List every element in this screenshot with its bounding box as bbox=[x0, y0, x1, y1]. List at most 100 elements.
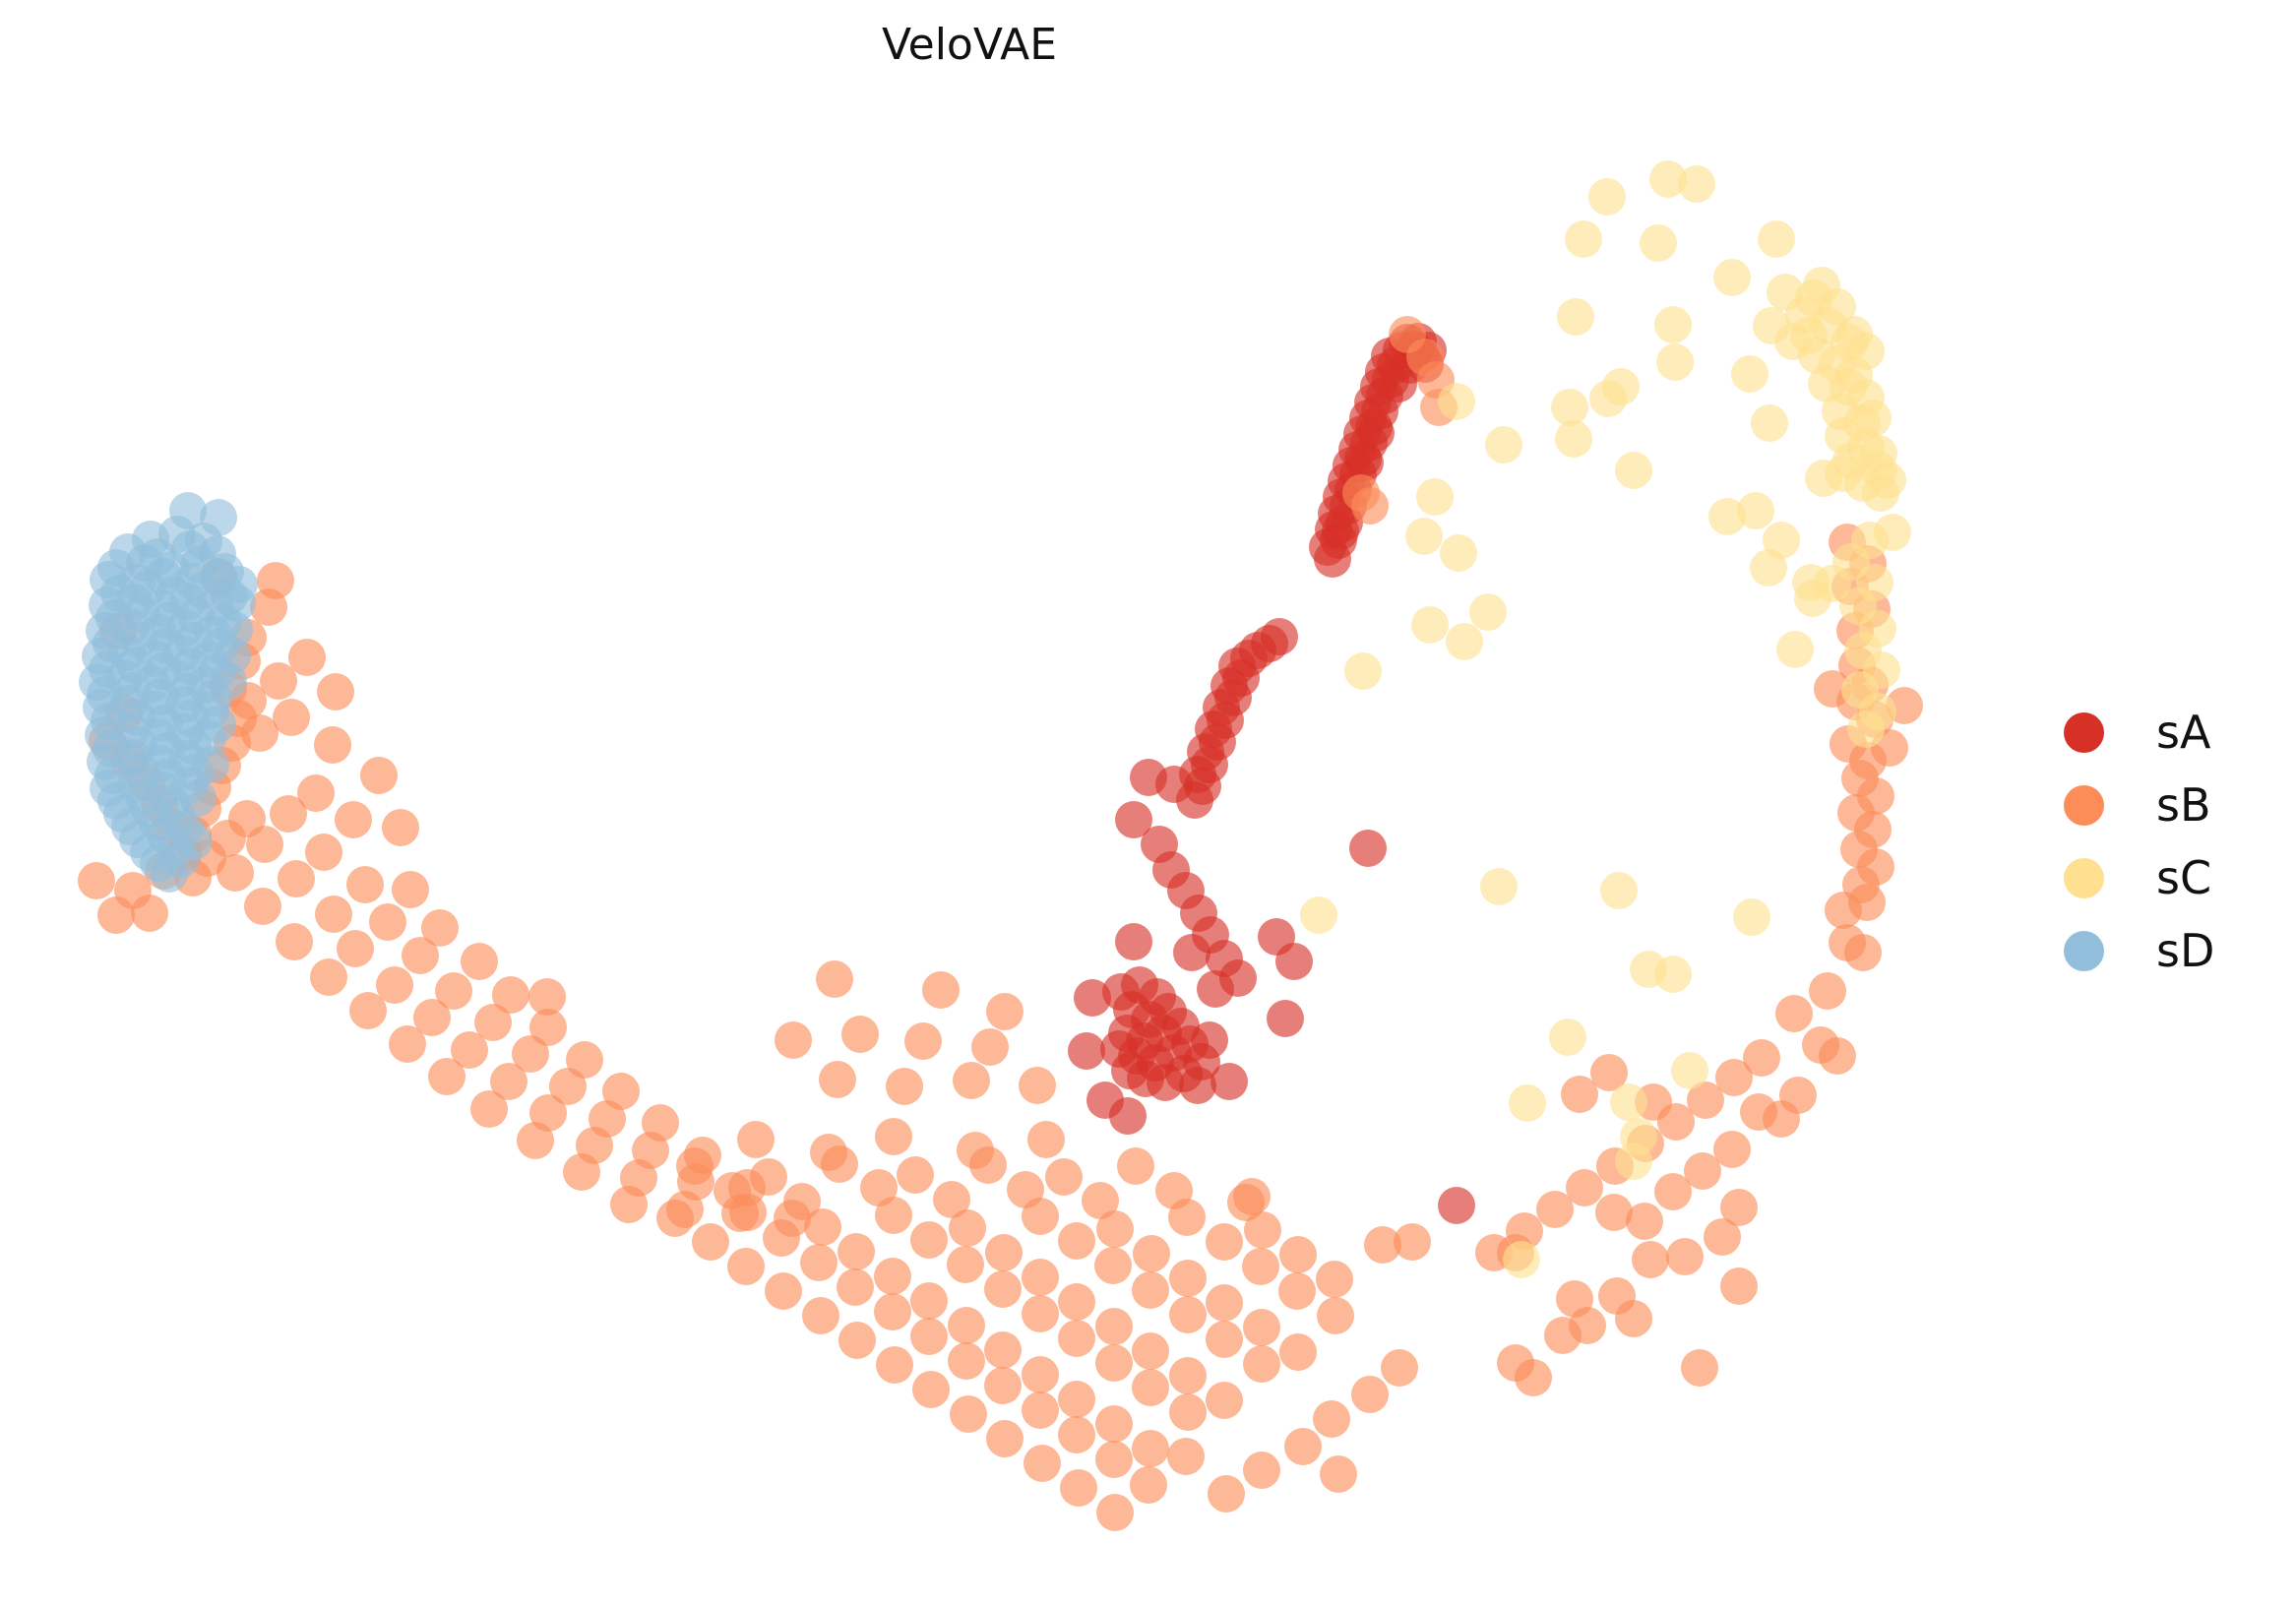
scatter-point bbox=[1132, 1369, 1169, 1406]
scatter-point bbox=[1045, 1158, 1083, 1196]
scatter-point bbox=[802, 1297, 839, 1334]
scatter-point bbox=[1589, 380, 1627, 417]
legend-label-sB: sB bbox=[2156, 778, 2211, 832]
scatter-point bbox=[1438, 383, 1475, 420]
scatter-point bbox=[1720, 1267, 1758, 1305]
scatter-point bbox=[1438, 1187, 1475, 1224]
scatter-point bbox=[1590, 1054, 1628, 1091]
scatter-point bbox=[1133, 1235, 1170, 1272]
scatter-point bbox=[1100, 1030, 1138, 1068]
scatter-point bbox=[1588, 178, 1626, 216]
scatter-point bbox=[1130, 759, 1167, 796]
scatter-point bbox=[1169, 1296, 1207, 1333]
scatter-point bbox=[676, 1147, 714, 1185]
scatter-point bbox=[278, 860, 315, 897]
scatter-point bbox=[1595, 1194, 1633, 1231]
scatter-point bbox=[984, 1331, 1022, 1369]
scatter-point bbox=[314, 726, 351, 764]
scatter-point bbox=[1357, 414, 1395, 452]
scatter-point bbox=[151, 855, 188, 893]
scatter-point bbox=[315, 896, 352, 933]
scatter-point bbox=[1320, 1455, 1357, 1493]
scatter-point bbox=[392, 871, 429, 908]
scatter-point bbox=[1109, 1097, 1147, 1135]
scatter-point bbox=[1509, 1084, 1546, 1122]
scatter-point bbox=[971, 1028, 1009, 1066]
scatter-point bbox=[947, 1246, 984, 1283]
scatter-point bbox=[1497, 1344, 1534, 1382]
scatter-point bbox=[1615, 1143, 1652, 1180]
legend-label-sD: sD bbox=[2156, 924, 2215, 977]
scatter-point bbox=[933, 1181, 970, 1218]
scatter-point bbox=[317, 673, 354, 711]
scatter-point bbox=[451, 1031, 488, 1069]
scatter-point bbox=[1750, 549, 1787, 587]
scatter-point bbox=[1169, 1260, 1207, 1297]
scatter-point bbox=[1708, 498, 1746, 535]
scatter-point bbox=[1551, 389, 1588, 426]
scatter-point bbox=[1381, 1349, 1418, 1387]
scatter-point bbox=[1549, 1019, 1586, 1056]
scatter-point bbox=[984, 1367, 1022, 1404]
scatter-point bbox=[1169, 1393, 1207, 1431]
plot-title: VeloVAE bbox=[881, 20, 1058, 70]
scatter-point bbox=[1278, 1272, 1316, 1310]
scatter-point bbox=[1210, 1063, 1248, 1100]
scatter-point bbox=[1389, 316, 1426, 353]
scatter-point bbox=[984, 1270, 1022, 1308]
scatter-point bbox=[1544, 1317, 1582, 1354]
scatter-point bbox=[1610, 1083, 1647, 1121]
scatter-point bbox=[876, 1346, 913, 1384]
scatter-point bbox=[244, 888, 281, 925]
scatter-point bbox=[692, 1223, 729, 1261]
scatter-point bbox=[1208, 1475, 1245, 1513]
scatter-point bbox=[1115, 801, 1152, 838]
scatter-point bbox=[874, 1293, 911, 1330]
scatter-point bbox=[1096, 1210, 1134, 1248]
scatter-point bbox=[1058, 1416, 1095, 1453]
scatter-point bbox=[1775, 995, 1813, 1032]
scatter-point bbox=[910, 1221, 948, 1259]
scatter-point bbox=[1206, 1284, 1243, 1322]
scatter-point bbox=[602, 1073, 640, 1110]
scatter-point bbox=[953, 1062, 990, 1099]
series-sA bbox=[1068, 323, 1475, 1224]
scatter-point bbox=[428, 1058, 465, 1095]
scatter-point bbox=[1844, 934, 1882, 971]
scatter-point bbox=[727, 1248, 765, 1285]
legend-item-sC: sC bbox=[2064, 841, 2214, 914]
scatter-point bbox=[337, 930, 374, 967]
scatter-point bbox=[1169, 1357, 1207, 1394]
scatter-point bbox=[1022, 1295, 1059, 1332]
scatter-point bbox=[1244, 1211, 1281, 1249]
scatter-point bbox=[435, 972, 472, 1010]
scatter-point bbox=[1284, 1428, 1322, 1465]
scatter-point bbox=[656, 1200, 694, 1237]
scatter-point bbox=[1731, 355, 1769, 393]
scatter-point bbox=[821, 1145, 858, 1183]
series-sD bbox=[79, 492, 258, 893]
scatter-point bbox=[1364, 1226, 1401, 1264]
scatter-point bbox=[1191, 1021, 1228, 1059]
scatter-point bbox=[114, 872, 152, 909]
scatter-point bbox=[517, 1122, 554, 1159]
scatter-point bbox=[1173, 934, 1210, 971]
scatter-point bbox=[470, 1090, 508, 1128]
scatter-point bbox=[270, 795, 307, 833]
scatter-point bbox=[1626, 1203, 1663, 1240]
scatter-point bbox=[305, 834, 342, 871]
scatter-point bbox=[1640, 224, 1677, 262]
scatter-point bbox=[1536, 1191, 1574, 1228]
scatter-point bbox=[1380, 365, 1417, 402]
legend-item-sB: sB bbox=[2064, 769, 2214, 841]
scatter-point bbox=[912, 1371, 950, 1408]
scatter-point bbox=[346, 866, 384, 903]
scatter-point bbox=[1351, 1376, 1389, 1413]
scatter-point bbox=[288, 639, 326, 676]
scatter-point bbox=[461, 943, 498, 980]
scatter-point bbox=[349, 992, 387, 1029]
scatter-point bbox=[1555, 420, 1592, 458]
scatter-point bbox=[1649, 160, 1687, 198]
scatter-point bbox=[1275, 943, 1313, 980]
